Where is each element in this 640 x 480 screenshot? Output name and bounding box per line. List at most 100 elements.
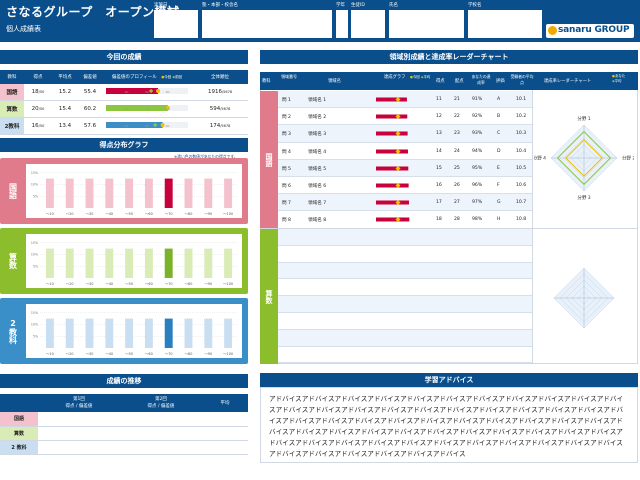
distribution-bar [224,318,233,348]
distribution-bar [125,248,134,278]
domain-rate: 96% [472,183,483,188]
y-tick-label: 15% [31,311,38,315]
domain-grade: G [497,200,501,206]
domain-number: 問 8 [282,218,291,224]
radar-axis-label: 分野 3 [577,194,590,201]
x-tick-label: ～30 [86,212,94,216]
distribution-chart-area: 15% 10% 5% ～10 ～20 ～30 ～40 ～50 ～60 ～70 ～80 ～90 ～100 [26,304,242,358]
domain-name: 領域名 8 [308,218,327,224]
distribution-bar [204,178,213,208]
subject-divider [260,228,638,229]
profile-tick-label: 60 [166,124,170,128]
domain-number: 問 6 [282,184,291,189]
y-tick-label: 5% [33,194,38,198]
domain-score: 18 [436,217,442,223]
distribution-chart: 15% 10% 5% ～10 ～20 ～30 ～40 ～50 ～60 ～70 ～80 ～90 ～100 [31,171,238,216]
domain-name: 領域名 3 [308,132,327,138]
domain-row: 問 5 領域名 5 15 25 95% E 10.5 [278,159,532,177]
current-marker [160,123,165,127]
domain-table-header: 教科 領域番号 領域名 達成グラフ ●今回 ◆平均 得点 配点 あなたの達成率 … [260,72,638,90]
x-tick-label: ～80 [185,352,193,356]
domain-row: 問 3 領域名 3 13 23 93% C 10.3 [278,125,532,143]
domain-average: 10.7 [516,200,527,206]
domain-subject-label: 国語 [260,91,278,229]
score-row: 算数 20/50 15.4 60.2 40 50 60 594/5678 [0,100,248,118]
distribution-bar [45,178,54,208]
domain-max: 24 [454,148,460,154]
radar-chart-kokugo: 分野 1 分野 2 分野 3 分野 4 [534,115,634,201]
current-marker [165,106,170,110]
domain-max: 25 [454,165,460,171]
distribution-bar [85,248,94,278]
x-tick-label: ～80 [185,282,193,286]
domain-rate: 94% [472,148,483,154]
profile-tick-label: 60 [166,90,170,94]
logo-mark-icon [548,26,557,35]
domain-row: 問 6 領域名 6 16 26 96% F 10.6 [278,177,532,195]
distribution-bar [65,248,74,278]
x-tick-label: ～10 [46,282,54,286]
distribution-panel: 2教科 15% 10% 5% ～10 ～20 ～30 ～40 ～50 ～60 ～70 ～80 ～90 ～1… [0,298,248,364]
y-tick-label: 15% [31,171,38,175]
domain-average: 10.4 [516,148,527,154]
advice-title: 学習アドバイス [260,373,638,387]
distribution-bar [65,178,74,208]
distribution-title: 得点分布グラフ [0,138,248,152]
x-tick-label: ～70 [165,352,173,356]
achievement-bar [376,217,410,222]
y-tick-label: 10% [31,183,38,187]
distribution-bar [224,248,233,278]
domain-rate: 95% [472,165,483,171]
distribution-bar [164,318,173,348]
exam-date-field: 実施日 [154,2,198,38]
deviation-fill [106,105,168,111]
trend-row: 算数 [0,426,248,441]
achievement-graph [376,131,408,137]
col-subject: 教科 [0,70,24,84]
distribution-subject-label: 算数 [8,253,18,269]
distribution-bar [144,178,153,208]
domain-score: 12 [436,114,442,120]
trend-table: 第1回 得点 / 偏差値 第2回 得点 / 偏差値 平均 国語 算数 2 教科 [0,394,248,455]
domain-score: 11 [436,97,442,102]
trend-subject: 2 教科 [0,440,38,455]
radar-chart-sansu [553,267,615,329]
trend-col-1: 第1回 得点 / 偏差値 [38,394,120,412]
domain-row-empty [278,346,532,364]
distribution-bar [164,178,173,208]
domain-rate: 93% [472,131,483,137]
distribution-chart: 15% 10% 5% ～10 ～20 ～30 ～40 ～50 ～60 ～70 ～80 ～90 ～100 [31,311,238,356]
domain-average: 10.5 [516,165,527,171]
col-rank: 全体順位 [192,70,248,84]
domain-grade: E [497,165,500,171]
achievement-graph [376,114,408,120]
col-deviation: 偏差値 [78,70,102,84]
x-tick-label: ～10 [46,352,54,356]
deviation-profile: 40 50 60 [102,100,192,118]
domain-number: 問 3 [282,132,291,138]
domain-max: 22 [454,114,460,120]
domain-name: 領域名 1 [308,98,327,103]
score-table-header: 教科 得点 平均点 偏差値 偏差値のプロフィール ●今回 ◆前回 全体順位 [0,70,248,84]
col-profile: 偏差値のプロフィール ●今回 ◆前回 [102,70,192,84]
trend-row: 2 教科 [0,440,248,455]
domain-average: 10.3 [516,131,527,137]
x-tick-label: ～60 [145,282,153,286]
distribution-chart-area: 15% 10% 5% ～10 ～20 ～30 ～40 ～50 ～60 ～70 ～80 ～90 ～100 [26,234,242,288]
profile-tick-label: 50 [145,107,149,111]
report-header: さなるグループ オープン模試 個人成績表 実施日 塾・本部・校舎名 学年 生徒I… [0,0,640,42]
x-tick-label: ～50 [125,282,133,286]
domain-score: 17 [436,200,442,206]
grade-field: 学年 [336,2,348,38]
domain-row-empty [278,313,532,330]
domain-max: 26 [454,183,460,188]
distribution-subject-label: 国語 [8,183,18,199]
domain-average: 10.8 [516,217,527,223]
radar-you-series [565,139,603,177]
domain-number: 問 4 [282,149,291,155]
achievement-graph [376,148,408,154]
radar-axis-label: 分野 4 [534,155,546,162]
distribution-bar [85,178,94,208]
achievement-graph [376,217,410,223]
domain-score: 13 [436,131,442,137]
